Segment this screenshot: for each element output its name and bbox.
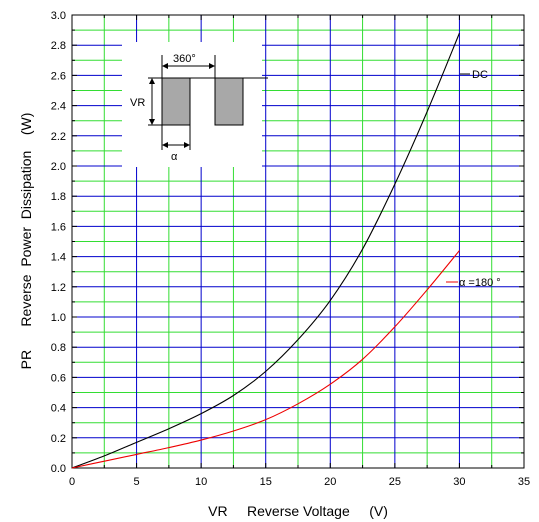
inset-waveform-diagram: 360° VR α — [122, 42, 268, 167]
x-tick-label: 20 — [324, 476, 336, 488]
y-tick-labels: 0.0 0.2 0.4 0.6 0.8 1.0 1.2 1.4 1.6 1.8 2.0 2.2 2.4 2… — [51, 10, 66, 475]
series-layer — [71, 32, 460, 469]
y-tick-label: 2.0 — [51, 161, 66, 173]
y-tick-label: 2.4 — [51, 101, 66, 113]
dc-series-label: DC — [472, 69, 488, 81]
inset-width-arrowhead-right — [184, 142, 190, 148]
x-tick-label: 25 — [389, 476, 401, 488]
x-tick-labels: 0 5 10 15 20 25 30 35 — [69, 476, 530, 488]
inset-period-arrowhead-right — [209, 63, 215, 69]
inset-pulse-2 — [214, 77, 244, 126]
inset-pulse-1 — [161, 77, 191, 126]
y-tick-label: 1.8 — [51, 191, 66, 203]
x-tick-label: 30 — [453, 476, 465, 488]
plot-frame — [71, 14, 525, 469]
inset-period-arrowhead-left — [162, 63, 168, 69]
y-tick-label: 2.2 — [51, 131, 66, 143]
x-tick-label: 35 — [518, 476, 530, 488]
series-line-alpha-180 — [71, 250, 460, 469]
inset-amplitude-arrowhead-top — [149, 78, 155, 84]
y-tick-label: 3.0 — [51, 10, 66, 22]
inset-amplitude-label: VR — [130, 97, 145, 109]
y-tick-label: 0.4 — [51, 403, 66, 415]
y-tick-label: 0.6 — [51, 372, 66, 384]
y-tick-label: 1.6 — [51, 221, 66, 233]
x-tick-label: 5 — [134, 476, 140, 488]
y-tick-label: 1.2 — [51, 282, 66, 294]
series-line-dc — [71, 32, 460, 469]
inset-width-label: α — [171, 151, 178, 163]
x-tick-label: 0 — [69, 476, 75, 488]
inset-width-arrowhead-left — [162, 142, 168, 148]
y-tick-label: 2.8 — [51, 40, 66, 52]
x-tick-label: 10 — [195, 476, 207, 488]
y-tick-label: 0.2 — [51, 433, 66, 445]
y-tick-label: 0.8 — [51, 342, 66, 354]
x-axis-title: VR Reverse Voltage (V) — [208, 503, 388, 519]
y-tick-label: 1.0 — [51, 312, 66, 324]
inset-period-label: 360° — [173, 53, 196, 65]
y-tick-label: 0.0 — [51, 463, 66, 475]
y-tick-label: 2.6 — [51, 70, 66, 82]
y-tick-label: 1.4 — [51, 252, 66, 264]
alpha-series-label: α =180 ° — [459, 277, 501, 289]
y-axis-title: PR Reverse Power Dissipation (W) — [18, 113, 34, 370]
inset-amplitude-arrowhead-bottom — [149, 119, 155, 125]
x-tick-label: 15 — [260, 476, 272, 488]
